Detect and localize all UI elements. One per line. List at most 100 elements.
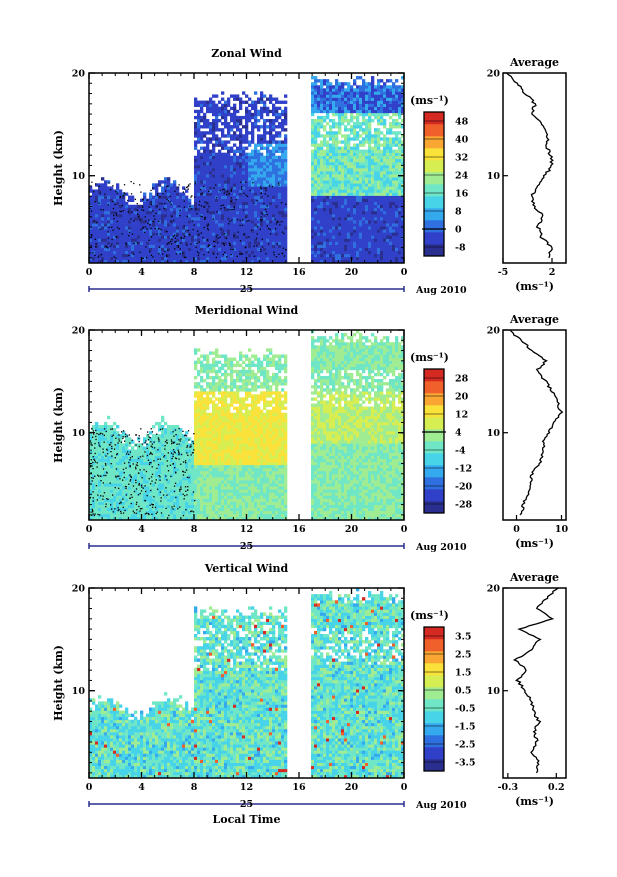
contour-dot (217, 235, 218, 236)
heatmap-cell (260, 98, 263, 101)
heatmap-cell (347, 122, 350, 125)
heatmap-cell (200, 220, 203, 223)
heatmap-cell (215, 177, 218, 180)
heatmap-cell (371, 85, 374, 88)
heatmap-cell (227, 186, 230, 189)
heatmap-cell (116, 205, 119, 208)
heatmap-cell (173, 180, 176, 183)
heatmap-cell (119, 220, 122, 223)
heatmap-cell (200, 153, 203, 156)
heatmap-cell (212, 113, 215, 116)
heatmap-cell (359, 98, 362, 101)
heatmap-cell (341, 177, 344, 180)
contour-dot (216, 197, 217, 198)
contour-dot (164, 203, 165, 204)
heatmap-cell (392, 101, 395, 104)
heatmap-cell (359, 205, 362, 208)
heatmap-cell (200, 147, 203, 150)
heatmap-cell (263, 104, 266, 107)
heatmap-cell (374, 208, 377, 211)
heatmap-cell (116, 196, 119, 199)
heatmap-cell (368, 137, 371, 140)
heatmap-cell (221, 171, 224, 174)
heatmap-cell (284, 220, 287, 223)
heatmap-cell (386, 128, 389, 131)
heatmap-cell (119, 486, 122, 489)
heatmap-cell (362, 104, 365, 107)
heatmap-cell (341, 183, 344, 186)
heatmap-cell (338, 180, 341, 183)
heatmap-cell (242, 116, 245, 119)
contour-dot (191, 195, 192, 196)
heatmap-cell (383, 122, 386, 125)
heatmap-cell (377, 137, 380, 140)
heatmap-cell (380, 107, 383, 110)
heatmap-cell (194, 162, 197, 165)
heatmap-cell (119, 514, 122, 517)
heatmap-cell (383, 143, 386, 146)
heatmap-cell (269, 199, 272, 202)
heatmap-cell (311, 122, 314, 125)
heatmap-cell (362, 171, 365, 174)
heatmap-cell (110, 499, 113, 502)
heatmap-cell (230, 137, 233, 140)
heatmap-cell (158, 199, 161, 202)
heatmap-cell (320, 208, 323, 211)
heatmap-cell (116, 186, 119, 189)
heatmap-cell (353, 137, 356, 140)
heatmap-cell (155, 242, 158, 245)
heatmap-cell (122, 223, 125, 226)
heatmap-cell (353, 91, 356, 94)
heatmap-cell (320, 242, 323, 245)
heatmap-cell (215, 245, 218, 248)
heatmap-cell (344, 205, 347, 208)
heatmap-cell (272, 205, 275, 208)
contour-dot (94, 255, 95, 256)
heatmap-cell (269, 238, 272, 241)
heatmap-cell (383, 134, 386, 137)
heatmap-cell (377, 189, 380, 192)
heatmap-cell (314, 159, 317, 162)
heatmap-cell (350, 101, 353, 104)
heatmap-cell (224, 220, 227, 223)
heatmap-cell (188, 220, 191, 223)
heatmap-cell (314, 165, 317, 168)
heatmap-cell (356, 208, 359, 211)
heatmap-cell (260, 177, 263, 180)
heatmap-cell (359, 134, 362, 137)
heatmap-cell (347, 140, 350, 143)
heatmap-cell (104, 477, 107, 480)
heatmap-cell (368, 140, 371, 143)
contour-dot (131, 181, 132, 182)
heatmap-cell (212, 202, 215, 205)
heatmap-cell (170, 223, 173, 226)
heatmap-cell (284, 94, 287, 97)
heatmap-cell (116, 492, 119, 495)
heatmap-cell (314, 143, 317, 146)
heatmap-cell (338, 162, 341, 165)
heatmap-cell (149, 211, 152, 214)
contour-dot (151, 236, 152, 237)
heatmap-cell (344, 125, 347, 128)
heatmap-cell (365, 202, 368, 205)
heatmap-cell (371, 186, 374, 189)
heatmap-cell (332, 107, 335, 110)
heatmap-cell (95, 208, 98, 211)
heatmap-cell (359, 220, 362, 223)
heatmap-cell (311, 254, 314, 257)
heatmap-cell (134, 226, 137, 229)
heatmap-cell (347, 150, 350, 153)
heatmap-cell (215, 220, 218, 223)
heatmap-cell (212, 159, 215, 162)
heatmap-cell (260, 94, 263, 97)
heatmap-cell (383, 165, 386, 168)
heatmap-cell (275, 147, 278, 150)
heatmap-cell (224, 122, 227, 125)
heatmap-cell (389, 223, 392, 226)
heatmap-cell (281, 156, 284, 159)
heatmap-cell (371, 214, 374, 217)
heatmap-cell (248, 168, 251, 171)
heatmap-cell (329, 104, 332, 107)
heatmap-cell (398, 193, 401, 196)
